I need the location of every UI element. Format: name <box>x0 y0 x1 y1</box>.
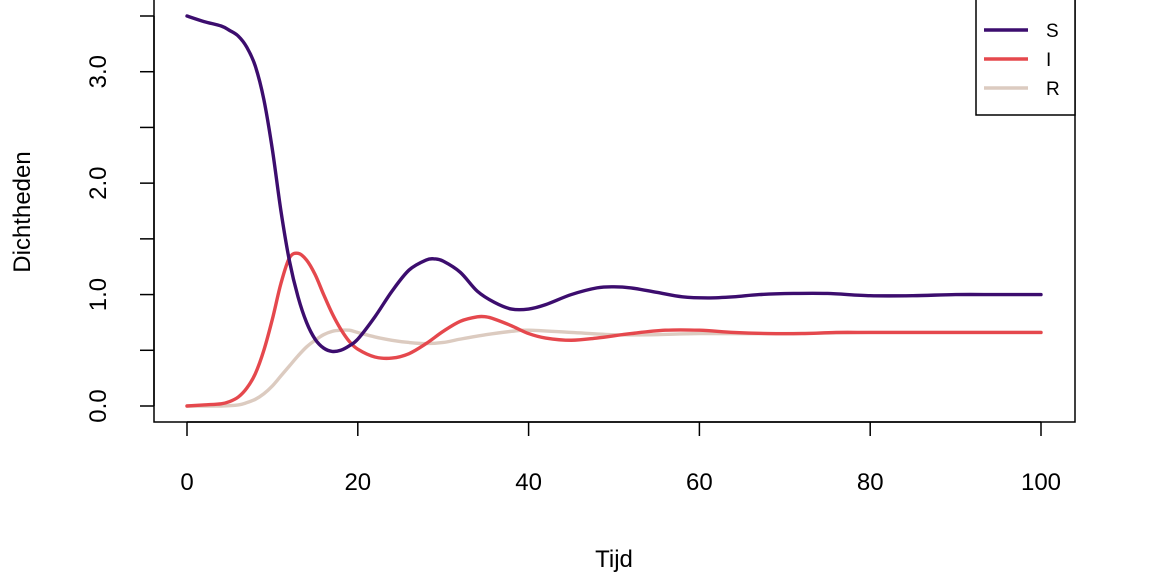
x-tick-label: 80 <box>857 469 884 496</box>
legend-label-i: I <box>1046 50 1051 71</box>
x-tick-label: 20 <box>344 469 371 496</box>
y-tick-label: 3.0 <box>85 55 112 88</box>
x-tick-label: 40 <box>515 469 542 496</box>
x-tick-label: 100 <box>1021 469 1061 496</box>
x-axis: 0 20 40 60 80 100 <box>180 421 1061 496</box>
legend-label-r: R <box>1046 79 1060 100</box>
y-axis: 0.0 1.0 2.0 3.0 <box>85 15 155 423</box>
legend: SIR <box>975 0 1076 116</box>
y-tick-label: 1.0 <box>85 278 112 311</box>
y-tick-label: 2.0 <box>85 166 112 199</box>
y-axis-label: Dichtheden <box>9 151 36 272</box>
y-tick-label: 0.0 <box>85 389 112 422</box>
x-tick-label: 60 <box>686 469 713 496</box>
series-layer <box>185 14 1043 408</box>
legend-label-s: S <box>1046 21 1059 42</box>
x-tick-label: 0 <box>180 469 193 496</box>
series-line-i <box>185 251 1043 408</box>
plot-frame <box>153 0 1076 423</box>
series-line-s <box>185 14 1043 354</box>
x-axis-label: Tijd <box>595 546 633 573</box>
